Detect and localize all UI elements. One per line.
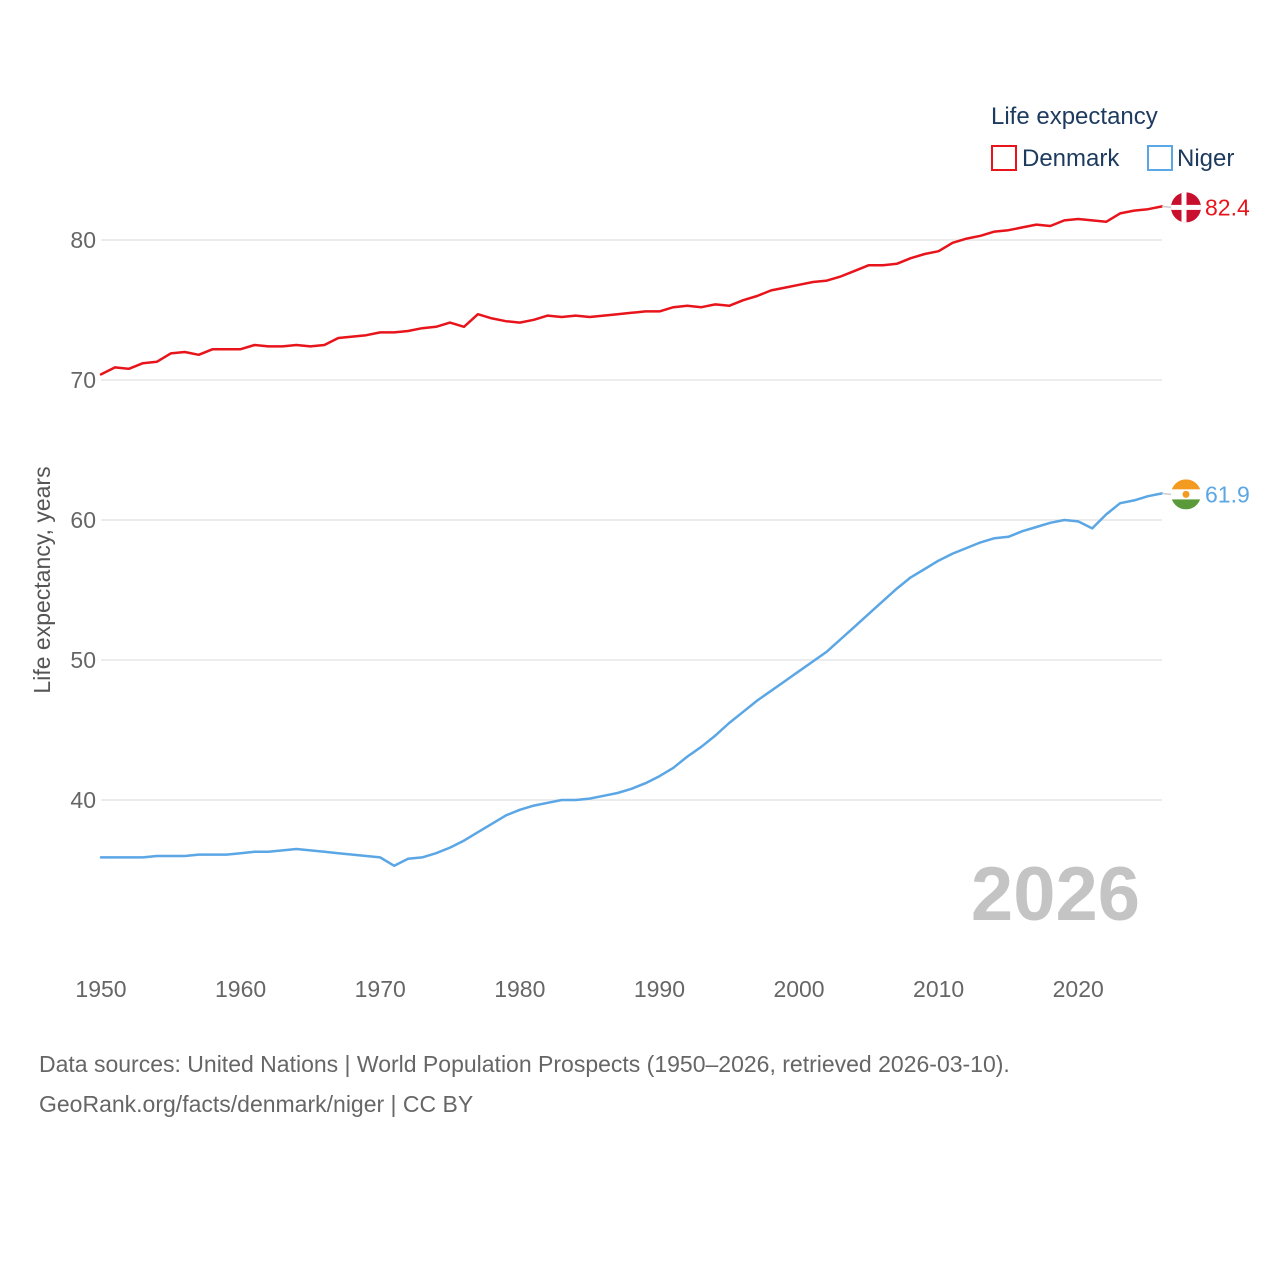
x-tick-label: 2000: [773, 976, 824, 1002]
y-tick-label: 60: [70, 507, 96, 533]
y-tick-label: 40: [70, 787, 96, 813]
x-tick-label: 1950: [75, 976, 126, 1002]
source-text: Data sources: United Nations | World Pop…: [39, 1051, 1010, 1077]
legend-item-niger[interactable]: Niger: [1147, 145, 1234, 172]
niger-flag-icon: [1171, 479, 1201, 510]
line-chart: 40 50 60 70 80 1950 1960 1970 1980 1990 2000 2010 2…: [29, 103, 1250, 1002]
end-connector-niger: [1161, 492, 1172, 496]
y-tick-label: 80: [70, 227, 96, 253]
legend-label-niger: Niger: [1177, 145, 1234, 172]
x-tick-label: 1980: [494, 976, 545, 1002]
y-axis-ticks: 40 50 60 70 80: [70, 227, 96, 813]
legend: Life expectancy Denmark Niger: [991, 103, 1234, 172]
legend-label-denmark: Denmark: [1022, 145, 1120, 172]
legend-swatch-niger: [1147, 145, 1173, 171]
legend-title: Life expectancy: [991, 103, 1158, 130]
x-axis-ticks: 1950 1960 1970 1980 1990 2000 2010 2020: [75, 976, 1103, 1002]
x-tick-label: 2010: [913, 976, 964, 1002]
series-line-niger[interactable]: [99, 492, 1164, 868]
current-year-label: 2026: [971, 852, 1140, 937]
legend-item-denmark[interactable]: Denmark: [991, 145, 1120, 172]
y-axis-label: Life expectancy, years: [29, 466, 55, 693]
end-value-denmark: 82.4: [1205, 194, 1250, 220]
series-line-denmark[interactable]: [99, 205, 1164, 376]
x-tick-label: 2020: [1053, 976, 1104, 1002]
x-tick-label: 1990: [634, 976, 685, 1002]
credit-text: GeoRank.org/facts/denmark/niger | CC BY: [39, 1091, 474, 1117]
y-tick-label: 70: [70, 367, 96, 393]
gridlines: [101, 239, 1162, 801]
end-connector-denmark: [1161, 205, 1172, 209]
x-tick-label: 1960: [215, 976, 266, 1002]
series-group: [99, 205, 1164, 868]
x-tick-label: 1970: [355, 976, 406, 1002]
denmark-flag-icon: [1171, 192, 1201, 223]
legend-swatch-denmark: [991, 145, 1017, 171]
end-markers: 82.4 61.9: [1161, 192, 1250, 510]
end-value-niger: 61.9: [1205, 481, 1250, 507]
y-tick-label: 50: [70, 647, 96, 673]
source-note: Data sources: United Nations | World Pop…: [39, 1044, 1010, 1124]
